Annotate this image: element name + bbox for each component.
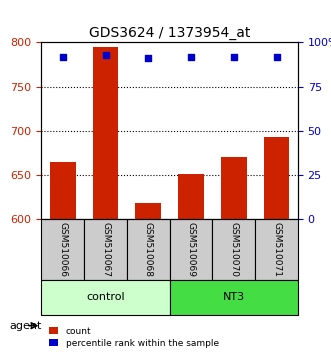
FancyBboxPatch shape	[169, 280, 298, 315]
Text: control: control	[86, 292, 125, 302]
Bar	[264, 137, 289, 219]
FancyBboxPatch shape	[255, 219, 298, 280]
Title: GDS3624 / 1373954_at: GDS3624 / 1373954_at	[89, 26, 250, 40]
Point	[274, 54, 279, 59]
Bar	[221, 157, 247, 219]
FancyBboxPatch shape	[41, 280, 169, 315]
Point	[146, 56, 151, 61]
FancyBboxPatch shape	[127, 219, 169, 280]
Text: agent: agent	[9, 321, 41, 331]
Text: GSM510069: GSM510069	[186, 222, 196, 277]
FancyBboxPatch shape	[169, 219, 213, 280]
Bar	[178, 174, 204, 219]
FancyBboxPatch shape	[84, 219, 127, 280]
Text: GSM510071: GSM510071	[272, 222, 281, 277]
Text: GSM510066: GSM510066	[58, 222, 67, 277]
Bar	[135, 203, 161, 219]
Point	[103, 52, 108, 58]
Point	[188, 54, 194, 59]
Text: GSM510067: GSM510067	[101, 222, 110, 277]
Text: GSM510070: GSM510070	[229, 222, 238, 277]
Text: NT3: NT3	[223, 292, 245, 302]
FancyBboxPatch shape	[41, 219, 84, 280]
Bar	[93, 47, 118, 219]
Legend: count, percentile rank within the sample: count, percentile rank within the sample	[48, 325, 220, 349]
Text: GSM510068: GSM510068	[144, 222, 153, 277]
Point	[231, 54, 236, 59]
FancyBboxPatch shape	[213, 219, 255, 280]
Bar	[50, 162, 75, 219]
Point	[60, 54, 66, 59]
